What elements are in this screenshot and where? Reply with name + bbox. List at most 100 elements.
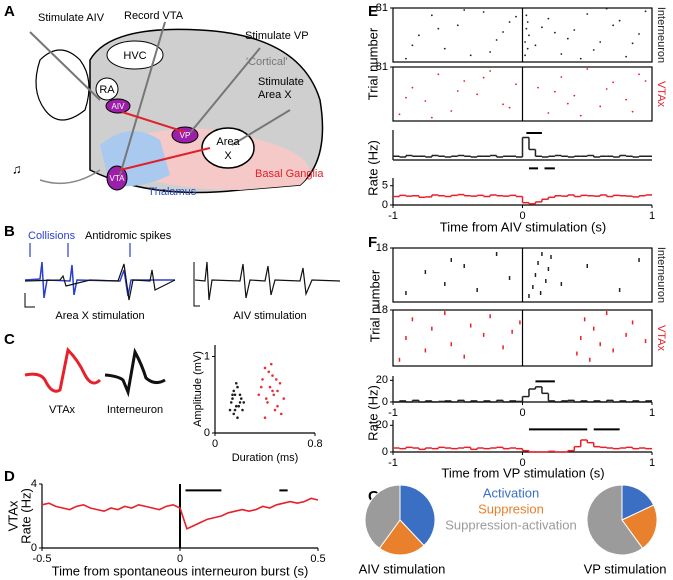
x-axis-label: Time from spontaneous interneuron burst …	[52, 563, 309, 578]
spike	[592, 49, 595, 51]
diagram-label: Area	[216, 136, 240, 148]
panel-label: B	[4, 223, 15, 240]
spike	[566, 102, 569, 105]
y-tick-label: 0	[382, 199, 388, 211]
diagram-label: 'Cortical'	[246, 56, 288, 68]
spike	[463, 80, 466, 82]
legend-entry: Suppresion	[478, 501, 544, 516]
spike	[547, 17, 550, 20]
spike	[398, 113, 401, 116]
spike	[586, 68, 589, 70]
waveform-label: VTAx	[49, 404, 76, 416]
spike	[489, 51, 492, 53]
scatter-point	[276, 389, 279, 393]
y-axis-label: Rate (Hz)	[365, 140, 380, 196]
spike	[586, 13, 589, 15]
spike	[526, 47, 529, 50]
spike	[418, 34, 420, 37]
spike	[443, 47, 446, 50]
y-tick-label: 0	[204, 427, 210, 439]
y-tick-label: 18	[376, 304, 388, 316]
scatter-point	[274, 378, 278, 381]
side-label: VTAx	[655, 81, 667, 108]
spike	[469, 54, 472, 57]
spike	[537, 86, 539, 89]
y-tick-label: 4	[31, 478, 37, 490]
scatter-point	[237, 404, 241, 408]
scatter-point	[276, 404, 279, 408]
spike	[541, 26, 543, 29]
x-tick-label: 0	[519, 457, 525, 469]
spike	[599, 105, 602, 108]
spike	[599, 41, 602, 43]
scatter-point	[269, 362, 273, 366]
diagram-label: Basal Ganglia	[255, 168, 324, 180]
panel-label: A	[4, 3, 15, 20]
spike	[515, 15, 517, 18]
spike	[430, 116, 433, 119]
scatter-point	[272, 393, 276, 397]
spike	[528, 34, 530, 37]
pie-slice	[399, 484, 436, 547]
x-tick-label: 1	[649, 210, 655, 222]
y-tick-label: 81	[376, 2, 388, 14]
spike	[612, 81, 615, 84]
x-tick-label: 0.8	[307, 438, 322, 450]
step-connector	[398, 194, 647, 204]
x-tick-label: -1	[388, 210, 398, 222]
diagram-label: RA	[99, 84, 115, 96]
spike	[638, 33, 640, 35]
panel-label: F	[368, 234, 377, 251]
spike	[476, 93, 479, 96]
scatter-point	[239, 397, 243, 400]
scatter-point	[263, 416, 267, 419]
music-icon: ♫	[12, 161, 22, 176]
spike	[625, 55, 627, 58]
spike	[573, 29, 576, 31]
y-tick-label: 81	[376, 61, 388, 73]
step-connector	[398, 440, 647, 452]
scatter-point	[233, 393, 237, 397]
side-label: Interneuron	[655, 7, 667, 63]
spike	[612, 24, 615, 27]
y-tick-label: 0	[382, 396, 388, 408]
y-tick-label: 1	[204, 350, 210, 362]
spike	[489, 70, 492, 72]
arrow	[29, 243, 131, 257]
spike	[625, 98, 627, 101]
scatter-point	[273, 408, 277, 412]
rate-line	[41, 497, 319, 530]
spike	[525, 14, 528, 17]
spike	[463, 9, 466, 11]
scatter-point	[263, 366, 267, 370]
spike	[573, 94, 576, 97]
y-tick-label: 18	[376, 242, 388, 254]
scatter-point	[268, 385, 272, 389]
scale-bar	[24, 293, 35, 308]
waveform	[24, 346, 102, 393]
x-tick-label: -1	[388, 407, 398, 419]
spike	[553, 90, 556, 93]
legend-entry: Suppression-activation	[445, 517, 577, 532]
scatter-point	[232, 389, 236, 393]
trace	[24, 263, 176, 301]
spike	[411, 44, 414, 47]
scatter-point	[278, 381, 282, 385]
x-axis-label: Duration (ms)	[232, 452, 299, 464]
y-tick-label: 20	[376, 374, 388, 386]
legend-entry: Activation	[483, 485, 539, 500]
scatter-point	[229, 401, 233, 404]
y-tick-label: 0	[31, 542, 37, 554]
y-axis-label: Rate (Hz)	[18, 488, 33, 544]
step-connector	[398, 137, 640, 157]
diagram-label: Stimulate	[258, 76, 304, 88]
scatter-point	[261, 378, 264, 381]
scatter-point	[238, 393, 242, 397]
y-axis-label: Rate (Hz)	[365, 385, 380, 441]
scatter-point	[228, 408, 232, 412]
spike	[405, 57, 407, 60]
scatter-point	[232, 412, 236, 416]
spike	[456, 24, 459, 27]
panel-label: C	[4, 331, 15, 348]
